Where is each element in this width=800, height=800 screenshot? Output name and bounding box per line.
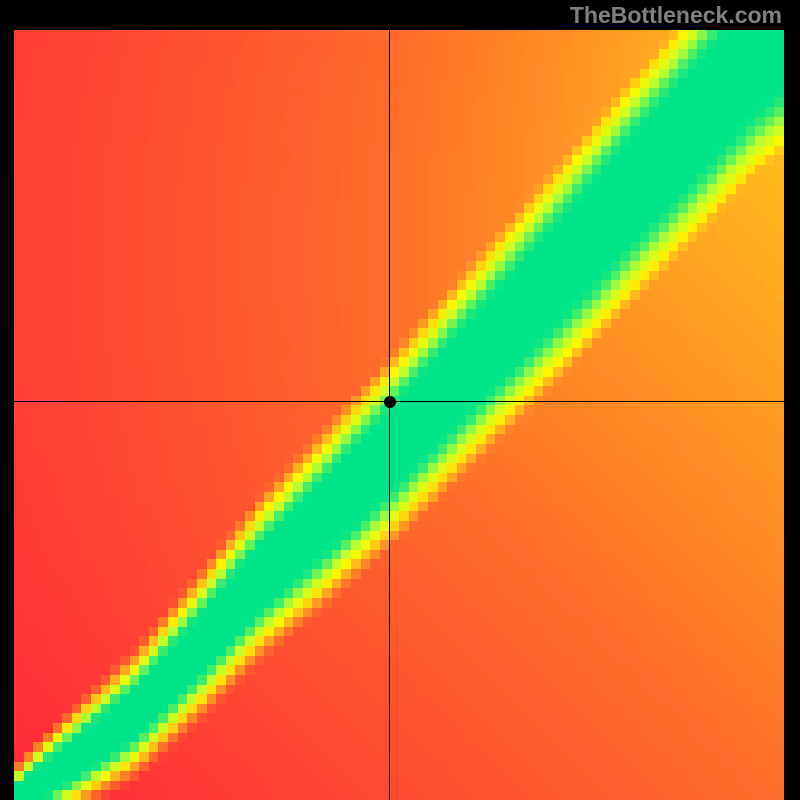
bottleneck-heatmap (14, 30, 784, 800)
watermark-text: TheBottleneck.com (570, 2, 782, 29)
selection-marker (384, 396, 396, 408)
crosshair-horizontal (14, 401, 784, 402)
crosshair-vertical (389, 30, 390, 800)
